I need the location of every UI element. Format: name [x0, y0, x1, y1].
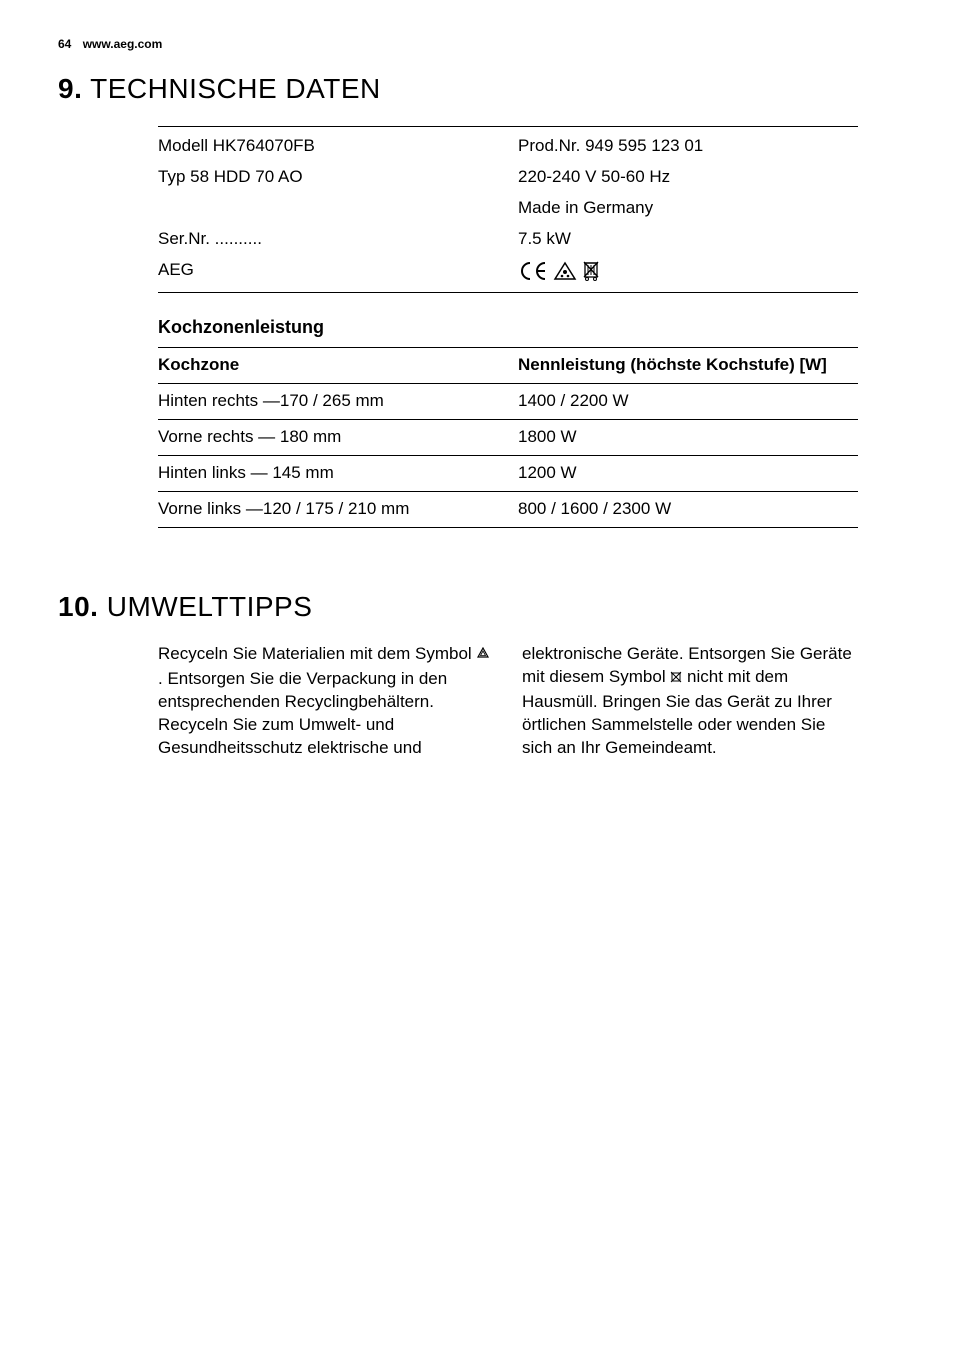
section-9-title: TECHNISCHE DATEN	[90, 73, 381, 104]
page-header: 64 www.aeg.com	[58, 36, 896, 52]
zone-col2-header: Nennleistung (höchste Kochstufe) [W]	[518, 347, 858, 383]
section-10-heading: 10. UMWELTTIPPS	[58, 588, 896, 626]
section-9-heading: 9. TECHNISCHE DATEN	[58, 70, 896, 108]
recycle-icon	[476, 645, 490, 668]
spec-serial: Ser.Nr. ..........	[158, 224, 518, 255]
header-url: www.aeg.com	[83, 36, 163, 52]
table-row: Vorne rechts — 180 mm 1800 W	[158, 419, 858, 455]
weee-bin-icon	[581, 259, 601, 281]
watt-cell: 1400 / 2200 W	[518, 383, 858, 419]
section-10-body: Recyceln Sie Materialien mit dem Symbol …	[158, 643, 858, 760]
watt-cell: 800 / 1600 / 2300 W	[518, 491, 858, 527]
spec-made: Made in Germany	[518, 193, 858, 224]
para-b: . Entsorgen Sie die Verpackung in den en…	[158, 669, 447, 711]
triangle-icon	[553, 261, 577, 281]
spec-volt: 220-240 V 50-60 Hz	[518, 162, 858, 193]
watt-cell: 1800 W	[518, 419, 858, 455]
zone-cell: Hinten rechts —170 / 265 mm	[158, 383, 518, 419]
spec-power: 7.5 kW	[518, 224, 858, 255]
weee-inline-icon	[670, 668, 682, 691]
zone-col1-header: Kochzone	[158, 347, 518, 383]
table-row: Hinten links — 145 mm 1200 W	[158, 455, 858, 491]
table-row: Hinten rechts —170 / 265 mm 1400 / 2200 …	[158, 383, 858, 419]
table-row: Vorne links —120 / 175 / 210 mm 800 / 16…	[158, 491, 858, 527]
ce-mark-icon	[518, 261, 548, 281]
zone-cell: Vorne links —120 / 175 / 210 mm	[158, 491, 518, 527]
zone-subheading: Kochzonenleistung	[158, 315, 896, 339]
spec-type: Typ 58 HDD 70 AO	[158, 162, 518, 193]
section-9-number: 9.	[58, 73, 82, 104]
spec-table: Modell HK764070FB Prod.Nr. 949 595 123 0…	[158, 126, 858, 293]
watt-cell: 1200 W	[518, 455, 858, 491]
zone-cell: Hinten links — 145 mm	[158, 455, 518, 491]
section-10-title: UMWELTTIPPS	[107, 591, 313, 622]
section-10-number: 10.	[58, 591, 98, 622]
spec-symbols	[518, 255, 858, 292]
spec-model: Modell HK764070FB	[158, 126, 518, 161]
para-a: Recyceln Sie Materialien mit dem Symbol	[158, 644, 476, 663]
zone-table: Kochzone Nennleistung (höchste Kochstufe…	[158, 347, 858, 528]
spec-prod: Prod.Nr. 949 595 123 01	[518, 126, 858, 161]
page-number: 64	[58, 36, 71, 52]
spec-blank	[158, 193, 518, 224]
zone-cell: Vorne rechts — 180 mm	[158, 419, 518, 455]
para-c: Recyceln Sie zum Umwelt- und Gesundheits…	[158, 715, 422, 757]
spec-brand: AEG	[158, 255, 518, 292]
